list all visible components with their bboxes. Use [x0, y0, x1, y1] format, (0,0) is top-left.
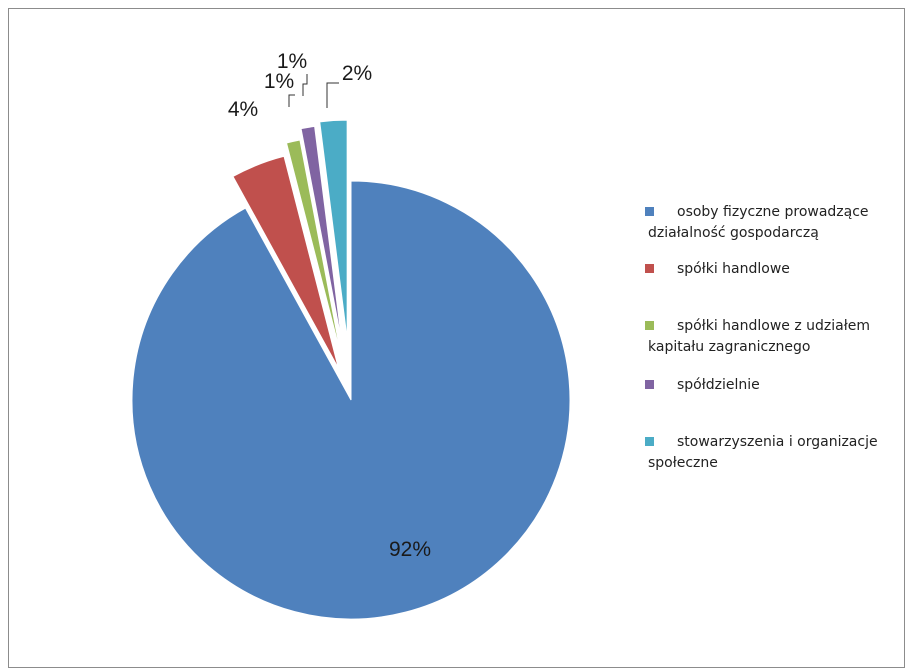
legend-swatch-5	[645, 437, 654, 446]
leader-line-5	[326, 82, 339, 108]
legend-label-1-line-1: osoby fizyczne prowadzące	[677, 204, 869, 220]
legend-label-5-line-1: stowarzyszenia i organizacje	[677, 434, 878, 450]
legend-item-1: osoby fizyczne prowadzące działalność gos…	[645, 204, 869, 241]
data-label-1: 92%	[389, 538, 431, 561]
legend-item-3: spółki handlowe z udziałem kapitału zagra…	[645, 318, 870, 355]
legend-item-2: spółki handlowe	[645, 261, 790, 277]
data-label-2: 4%	[228, 98, 258, 121]
data-label-3: 1%	[264, 70, 294, 93]
pie-slice-4	[300, 125, 343, 344]
pie-slice-2	[232, 155, 339, 369]
leader-lines	[288, 74, 339, 108]
leader-line-4	[302, 74, 308, 96]
legend-swatch-1	[645, 207, 654, 216]
legend: osoby fizyczne prowadzące działalność gos…	[645, 204, 878, 471]
legend-label-2-line-1: spółki handlowe	[677, 261, 790, 277]
legend-item-5: stowarzyszenia i organizacje społeczne	[645, 434, 878, 471]
pie-slice-1	[131, 180, 571, 620]
legend-label-5-line-2: społeczne	[648, 455, 718, 471]
legend-swatch-2	[645, 264, 654, 273]
legend-label-4-line-1: spółdzielnie	[677, 377, 760, 393]
legend-swatch-3	[645, 321, 654, 330]
legend-item-4: spółdzielnie	[645, 377, 760, 393]
legend-swatch-4	[645, 380, 654, 389]
legend-label-1-line-2: działalność gospodarczą	[648, 225, 819, 241]
legend-label-3-line-2: kapitału zagranicznego	[648, 339, 810, 355]
data-label-4: 1%	[277, 50, 307, 73]
pie-slice-3	[285, 139, 342, 356]
data-label-5: 2%	[342, 62, 372, 85]
leader-line-3	[288, 94, 295, 107]
legend-label-3-line-1: spółki handlowe z udziałem	[677, 318, 870, 334]
pie-slices	[131, 119, 571, 620]
data-labels: 92% 4% 1%1% 2%	[228, 50, 431, 561]
pie-slice-5	[319, 119, 348, 340]
